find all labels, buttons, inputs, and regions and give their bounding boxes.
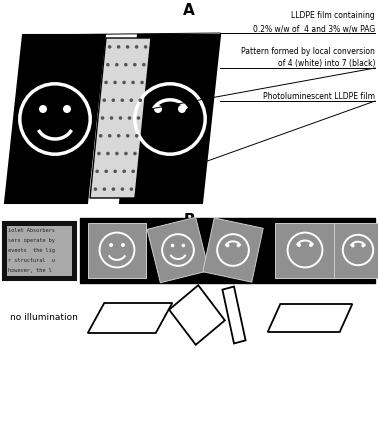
Circle shape [121, 243, 125, 247]
Circle shape [142, 63, 146, 67]
Polygon shape [275, 223, 335, 278]
Polygon shape [120, 35, 220, 203]
Circle shape [215, 232, 251, 268]
Circle shape [95, 170, 99, 173]
Polygon shape [203, 218, 263, 282]
Circle shape [137, 116, 140, 120]
Circle shape [108, 134, 112, 138]
Polygon shape [5, 35, 105, 203]
Circle shape [106, 152, 110, 155]
Circle shape [110, 116, 113, 120]
Polygon shape [88, 223, 146, 278]
Circle shape [140, 81, 144, 84]
Circle shape [122, 170, 126, 173]
Polygon shape [90, 38, 151, 198]
Circle shape [94, 187, 97, 191]
Circle shape [112, 187, 115, 191]
Polygon shape [334, 223, 378, 278]
Circle shape [132, 170, 135, 173]
Circle shape [102, 98, 106, 102]
Circle shape [106, 63, 110, 67]
Polygon shape [3, 222, 76, 280]
Text: sers operate by: sers operate by [8, 238, 55, 243]
Circle shape [108, 45, 112, 48]
Circle shape [154, 105, 162, 113]
Circle shape [135, 134, 138, 138]
Circle shape [297, 243, 301, 247]
Circle shape [126, 134, 130, 138]
Circle shape [351, 244, 355, 247]
Circle shape [130, 79, 210, 159]
Circle shape [121, 187, 124, 191]
Circle shape [63, 105, 71, 113]
Text: no illumination: no illumination [10, 313, 78, 323]
Circle shape [160, 232, 196, 268]
Circle shape [121, 98, 124, 102]
Text: iolet Absorbers: iolet Absorbers [8, 228, 55, 233]
Circle shape [104, 170, 108, 173]
Circle shape [237, 244, 240, 247]
Circle shape [285, 230, 325, 270]
Circle shape [135, 45, 138, 48]
Circle shape [102, 187, 106, 191]
Circle shape [181, 244, 185, 247]
Circle shape [138, 98, 142, 102]
Circle shape [97, 230, 137, 270]
Circle shape [115, 152, 119, 155]
Circle shape [119, 116, 122, 120]
Polygon shape [7, 226, 72, 276]
Circle shape [130, 98, 133, 102]
Circle shape [133, 152, 137, 155]
Circle shape [101, 116, 104, 120]
Circle shape [130, 187, 133, 191]
Text: Photoluminescent LLDPE film: Photoluminescent LLDPE film [263, 92, 375, 101]
Circle shape [341, 233, 375, 267]
Circle shape [361, 244, 365, 247]
Circle shape [124, 63, 128, 67]
Circle shape [178, 105, 186, 113]
Circle shape [113, 81, 117, 84]
Circle shape [113, 170, 117, 173]
Circle shape [117, 134, 121, 138]
Circle shape [226, 244, 229, 247]
Circle shape [112, 98, 115, 102]
Circle shape [15, 79, 95, 159]
Circle shape [124, 152, 128, 155]
Circle shape [126, 45, 129, 48]
Circle shape [128, 116, 131, 120]
Text: A: A [183, 3, 195, 18]
Circle shape [104, 81, 108, 84]
Circle shape [99, 134, 102, 138]
Circle shape [115, 63, 119, 67]
Circle shape [39, 105, 47, 113]
Text: events  the lig: events the lig [8, 248, 55, 253]
Text: r structural  u: r structural u [8, 258, 55, 263]
Text: B: B [183, 213, 195, 228]
Text: LLDPE film containing
0.2% w/w of  4 and 3% w/w PAG: LLDPE film containing 0.2% w/w of 4 and … [253, 12, 375, 33]
Circle shape [131, 81, 135, 84]
Polygon shape [80, 218, 375, 283]
Circle shape [171, 244, 174, 247]
Text: however, the l: however, the l [8, 268, 52, 273]
Circle shape [117, 45, 121, 48]
Circle shape [122, 81, 126, 84]
Polygon shape [147, 217, 209, 283]
Text: Pattern formed by local conversion
of 4 (white) into 7 (black): Pattern formed by local conversion of 4 … [241, 46, 375, 68]
Circle shape [133, 63, 136, 67]
Circle shape [109, 243, 113, 247]
Circle shape [97, 152, 101, 155]
Circle shape [309, 243, 313, 247]
Circle shape [144, 45, 147, 48]
